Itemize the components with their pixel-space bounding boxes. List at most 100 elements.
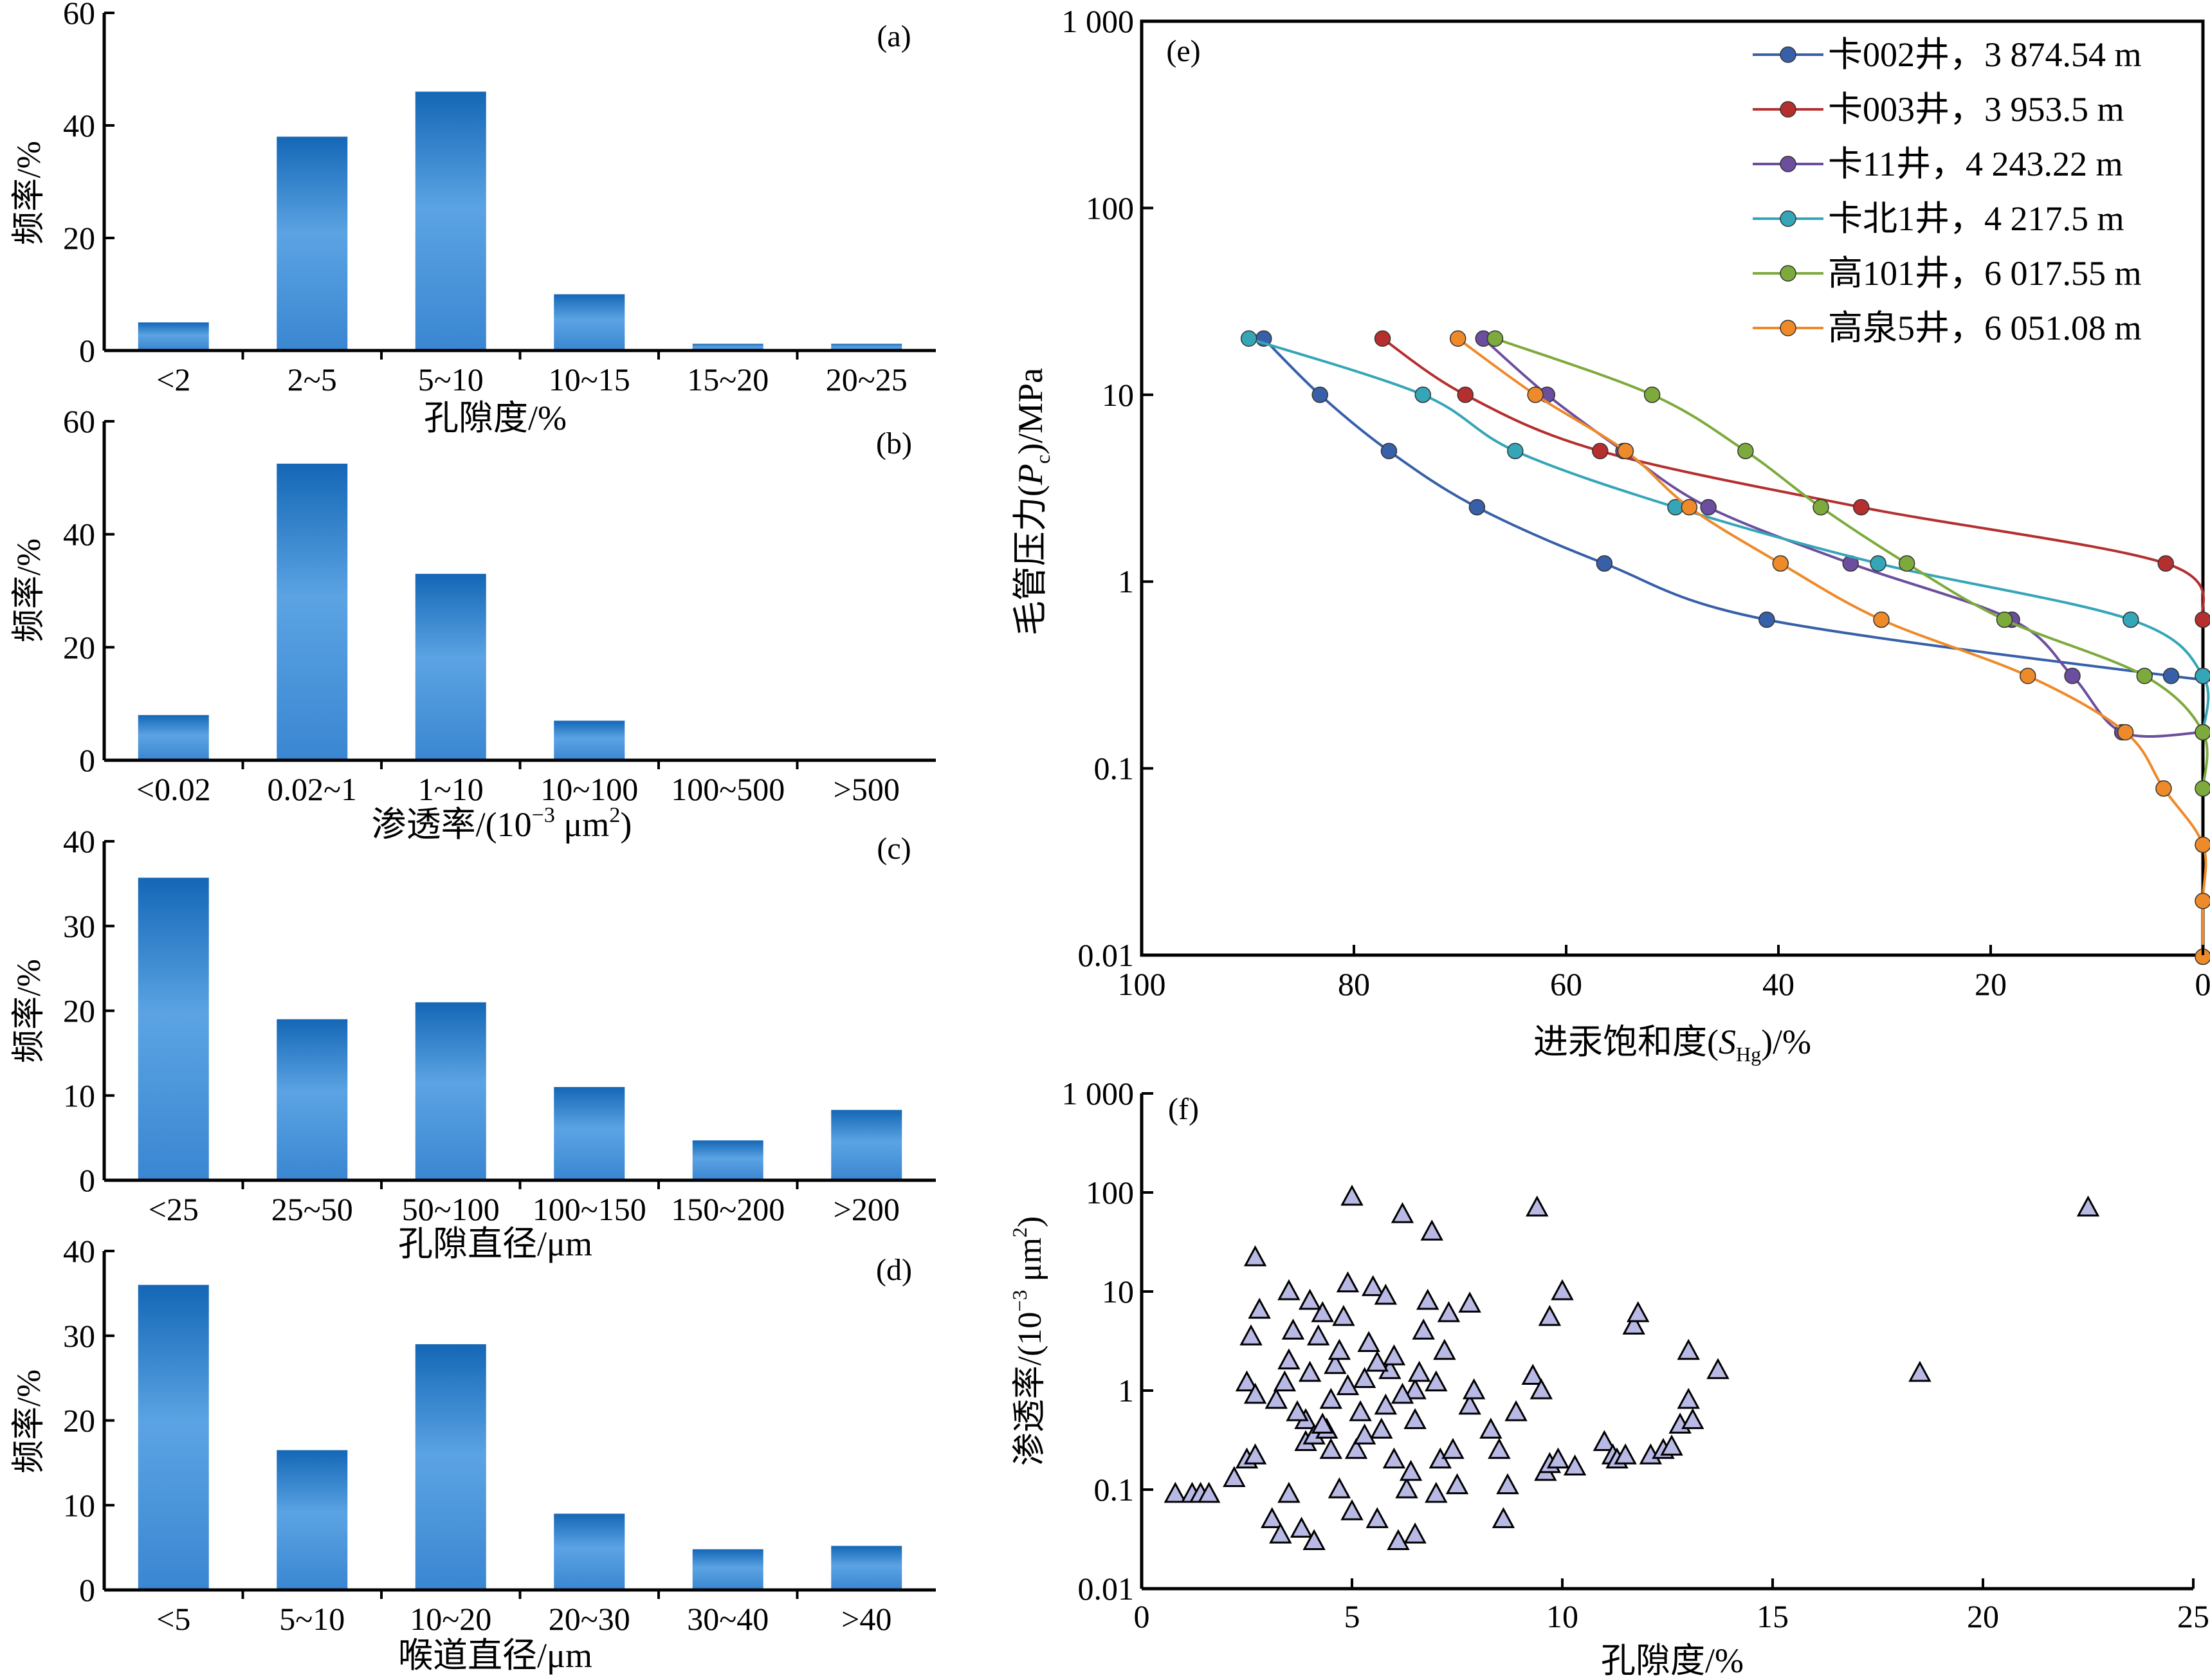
y-tick-label-e-4: 100 xyxy=(1086,190,1134,226)
scatter-point-f-60 xyxy=(1425,1481,1448,1503)
series-point-e-5-0 xyxy=(1449,330,1466,347)
scatter-point-f-52 xyxy=(1399,1459,1423,1481)
series-point-e-5-4 xyxy=(1772,555,1789,572)
y-ticks-d: 0 10 20 30 40 xyxy=(63,1233,114,1608)
panel-tag-c: (c) xyxy=(877,832,911,866)
series-point-e-3-5 xyxy=(2123,611,2139,628)
bar-a-4 xyxy=(692,343,763,351)
scatter-point-f-37 xyxy=(1340,1499,1364,1520)
x-tick-label-f-5: 25 xyxy=(2177,1598,2209,1634)
x-tick-label-d-0: <5 xyxy=(156,1601,190,1637)
scatter-point-f-67 xyxy=(1458,1393,1481,1415)
legend-marker-e-3 xyxy=(1780,210,1796,227)
bar-c-4 xyxy=(692,1140,763,1180)
scatter-point-f-28 xyxy=(1302,1529,1326,1551)
legend-e: 卡002井，3 874.54 m 卡003井，3 953.5 m 卡11井，4 24… xyxy=(1753,35,2142,347)
y-tick-label-e-3: 10 xyxy=(1102,377,1134,413)
series-point-e-2-3 xyxy=(1700,498,1717,516)
x-tick-label-d-2: 10~20 xyxy=(410,1601,491,1637)
series-point-e-5-6 xyxy=(2020,668,2036,684)
series-line-e-0 xyxy=(1263,337,2210,682)
y-tick-label-a-3: 60 xyxy=(63,0,95,31)
y-tick-label-f-2: 1 xyxy=(1118,1373,1134,1409)
scatter-point-f-7 xyxy=(1235,1370,1259,1392)
points-f xyxy=(1164,1184,2100,1551)
bar-c-2 xyxy=(415,1002,486,1180)
scatter-point-f-36 xyxy=(1328,1477,1351,1499)
scatter-point-f-17 xyxy=(1277,1348,1301,1370)
series-point-e-5-8 xyxy=(2155,780,2172,797)
scatter-point-f-32 xyxy=(1328,1338,1351,1360)
x-tick-label-b-4: 100~500 xyxy=(671,771,785,807)
x-ticks-e: 100 80 60 40 20 0 xyxy=(1118,945,2210,1002)
y-tick-label-b-1: 20 xyxy=(63,629,95,665)
x-tick-label-d-5: >40 xyxy=(841,1601,891,1637)
scatter-point-f-38 xyxy=(1344,1438,1368,1459)
x-tick-label-a-2: 5~10 xyxy=(418,361,484,397)
legend-marker-e-5 xyxy=(1780,320,1796,336)
series-point-e-4-1 xyxy=(1643,387,1661,403)
x-tick-label-c-1: 25~50 xyxy=(271,1191,353,1227)
scatter-point-f-55 xyxy=(1407,1360,1431,1382)
scatter-point-f-64 xyxy=(1437,1301,1461,1322)
x-ticks-d: <5 5~10 10~20 20~30 30~40 >40 xyxy=(156,1590,891,1637)
scatter-point-f-31 xyxy=(1324,1353,1347,1374)
x-tick-label-c-5: >200 xyxy=(834,1191,900,1227)
x-axis-label-e: 进汞饱和度(SHg)/% xyxy=(1533,1023,1811,1066)
series-line-e-5 xyxy=(1457,337,2207,957)
x-ticks-c: <25 25~50 50~100 100~150 150~200 >200 xyxy=(149,1180,900,1227)
plot-frame-e xyxy=(1140,19,2205,957)
scatter-point-f-79 xyxy=(1546,1447,1570,1469)
series-point-e-0-4 xyxy=(1596,555,1613,572)
y-tick-label-f-3: 10 xyxy=(1102,1274,1134,1310)
y-tick-label-a-2: 40 xyxy=(63,107,95,143)
legend-label-e-1: 卡003井，3 953.5 m xyxy=(1828,90,2124,129)
series-point-e-4-2 xyxy=(1737,443,1754,459)
series-point-e-5-10 xyxy=(2195,893,2210,909)
x-axis-label-a: 孔隙度/% xyxy=(424,399,567,437)
x-ticks-a: <2 2~5 5~10 10~15 15~20 20~25 xyxy=(156,351,908,397)
scatter-point-f-53 xyxy=(1403,1408,1427,1429)
scatter-point-f-74 xyxy=(1504,1400,1528,1421)
bar-b-1 xyxy=(277,463,348,760)
scatter-point-f-69 xyxy=(1479,1418,1502,1439)
scatter-point-f-12 xyxy=(1261,1507,1284,1528)
scatter-point-f-103 xyxy=(1286,1400,1309,1421)
x-tick-label-e-3: 40 xyxy=(1762,966,1794,1002)
scatter-point-f-105 xyxy=(1391,1382,1414,1404)
panel-tag-a: (a) xyxy=(877,19,911,53)
scatter-point-f-96 xyxy=(1677,1338,1700,1360)
bar-d-0 xyxy=(138,1284,209,1590)
scatter-point-f-3 xyxy=(1197,1481,1221,1503)
y-ticks-a: 0 20 40 60 xyxy=(63,0,114,369)
y-tick-label-b-3: 60 xyxy=(63,403,95,439)
scatter-point-f-42 xyxy=(1361,1275,1385,1297)
series-line-e-3 xyxy=(1248,337,2210,733)
x-axis-label-f: 孔隙度/% xyxy=(1601,1641,1744,1680)
bar-b-3 xyxy=(554,720,625,760)
y-ticks-b: 0 20 40 60 xyxy=(63,403,114,778)
x-tick-label-f-3: 15 xyxy=(1757,1598,1789,1634)
legend-marker-e-4 xyxy=(1780,265,1796,282)
panel-a: 0 20 40 60 <2 2~5 5~10 10~15 15~20 20~25 (a) 孔隙度… xyxy=(11,0,936,437)
series-point-e-1-1 xyxy=(1457,387,1474,403)
scatter-point-f-92 xyxy=(1660,1434,1683,1456)
scatter-point-f-14 xyxy=(1277,1481,1301,1503)
legend-marker-e-2 xyxy=(1780,156,1796,172)
y-tick-label-c-1: 10 xyxy=(63,1077,95,1113)
series-line-e-2 xyxy=(1482,337,2204,738)
scatter-point-f-101 xyxy=(1353,1423,1376,1445)
scatter-point-f-35 xyxy=(1340,1184,1364,1206)
x-tick-label-e-0: 100 xyxy=(1118,966,1166,1002)
series-point-e-3-1 xyxy=(1414,387,1431,403)
series-point-e-0-1 xyxy=(1311,387,1328,403)
scatter-point-f-104 xyxy=(1336,1374,1360,1396)
scatter-point-f-68 xyxy=(1462,1378,1486,1400)
y-tick-label-d-1: 10 xyxy=(63,1487,95,1523)
scatter-point-f-43 xyxy=(1365,1507,1389,1528)
x-tick-label-c-3: 100~150 xyxy=(533,1191,646,1227)
series-point-e-4-4 xyxy=(1898,555,1915,572)
series-point-e-3-0 xyxy=(1240,330,1257,347)
scatter-point-f-0 xyxy=(1164,1481,1187,1503)
series-point-e-0-2 xyxy=(1380,443,1398,459)
